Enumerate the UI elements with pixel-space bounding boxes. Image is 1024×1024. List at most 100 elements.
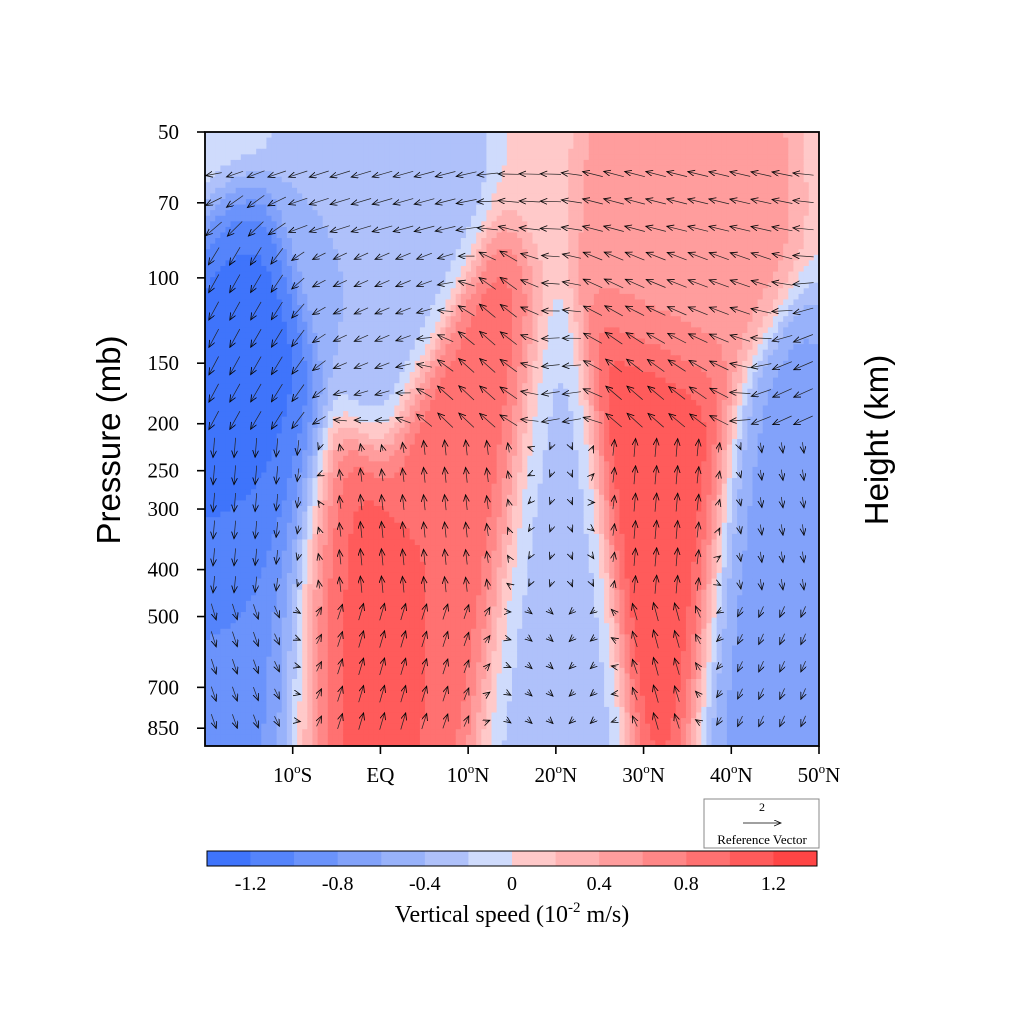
field-cell	[271, 651, 278, 658]
field-cell	[261, 656, 267, 663]
field-cell	[271, 137, 278, 144]
field-cell	[276, 656, 283, 663]
field-cell	[378, 372, 385, 379]
field-cell	[307, 617, 314, 624]
field-cell	[215, 522, 221, 529]
field-cell	[348, 416, 354, 423]
field-cell	[430, 706, 436, 714]
field-cell	[363, 277, 370, 284]
field-cell	[266, 489, 273, 496]
field-cell	[251, 427, 257, 435]
field-cell	[302, 165, 308, 172]
field-cell	[348, 165, 354, 172]
field-cell	[430, 740, 436, 746]
field-cell	[317, 639, 324, 647]
field-cell	[327, 679, 334, 686]
field-cell	[373, 416, 380, 423]
field-cell	[230, 148, 237, 155]
field-cell	[210, 572, 216, 580]
field-cell	[327, 444, 334, 451]
field-cell	[281, 550, 288, 557]
field-cell	[404, 522, 411, 529]
field-cell	[220, 277, 227, 284]
field-cell	[425, 349, 431, 356]
field-cell	[215, 137, 221, 144]
field-cell	[409, 623, 416, 630]
field-cell	[225, 500, 232, 507]
field-cell	[358, 204, 365, 211]
field-cell	[307, 444, 314, 451]
field-cell	[332, 472, 339, 479]
field-cell	[297, 210, 303, 217]
field-cell	[394, 662, 401, 669]
field-cell	[419, 656, 426, 663]
field-cell	[297, 483, 303, 490]
field-cell	[389, 159, 395, 167]
field-cell	[343, 645, 349, 652]
field-cell	[245, 372, 252, 379]
field-cell	[297, 221, 303, 228]
field-cell	[368, 399, 375, 407]
field-cell	[215, 478, 221, 485]
field-cell	[409, 137, 416, 144]
field-cell	[220, 578, 227, 585]
field-cell	[332, 528, 339, 535]
field-cell	[389, 204, 395, 211]
field-cell	[302, 606, 308, 613]
field-cell	[322, 316, 329, 323]
field-cell	[358, 193, 365, 200]
field-cell	[235, 215, 242, 222]
field-cell	[256, 461, 262, 468]
field-cell	[373, 305, 380, 312]
field-cell	[419, 684, 426, 691]
field-cell	[261, 612, 267, 619]
field-cell	[322, 332, 329, 340]
field-cell	[215, 187, 221, 194]
field-cell	[409, 684, 416, 691]
field-cell	[384, 656, 390, 663]
field-cell	[353, 639, 360, 647]
field-cell	[389, 740, 395, 746]
field-cell	[322, 639, 329, 647]
field-cell	[378, 645, 385, 652]
field-cell	[235, 210, 242, 217]
field-cell	[312, 729, 319, 736]
field-cell	[409, 299, 416, 306]
field-cell	[384, 723, 390, 730]
field-cell	[245, 639, 252, 647]
field-cell	[394, 706, 401, 714]
field-cell	[205, 349, 211, 356]
field-cell	[307, 411, 314, 418]
field-cell	[353, 349, 360, 356]
field-cell	[363, 344, 370, 351]
field-cell	[419, 232, 426, 239]
field-cell	[220, 533, 227, 541]
field-cell	[384, 695, 390, 702]
field-cell	[230, 589, 237, 596]
field-cell	[419, 182, 426, 189]
field-cell	[389, 550, 395, 557]
field-cell	[384, 182, 390, 189]
field-cell	[245, 500, 252, 507]
field-cell	[317, 360, 324, 368]
field-cell	[220, 461, 227, 468]
field-cell	[240, 360, 247, 368]
field-cell	[430, 327, 436, 334]
field-cell	[286, 238, 293, 245]
field-cell	[338, 422, 344, 429]
field-cell	[302, 572, 308, 580]
field-cell	[363, 232, 370, 239]
field-cell	[343, 561, 349, 568]
field-cell	[317, 132, 324, 139]
field-cell	[256, 271, 262, 278]
field-cell	[358, 511, 365, 518]
field-cell	[348, 723, 354, 730]
field-cell	[220, 193, 227, 200]
field-cell	[399, 427, 406, 435]
field-cell	[394, 210, 401, 217]
field-cell	[414, 232, 421, 239]
field-cell	[348, 232, 354, 239]
field-cell	[281, 327, 288, 334]
field-cell	[378, 377, 385, 384]
field-cell	[276, 338, 283, 345]
